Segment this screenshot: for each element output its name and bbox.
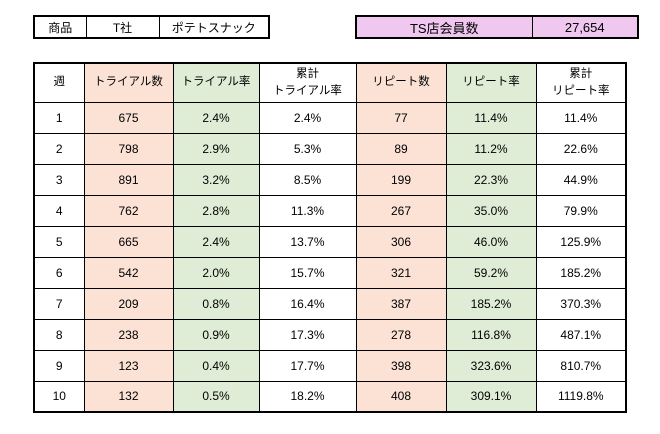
member-count-cell[interactable]: 27,654 <box>531 15 639 39</box>
data-cell[interactable]: 0.8% <box>172 287 260 320</box>
table-row: 1 675 2.4% 2.4% 77 11.4% 11.4% <box>33 101 627 134</box>
data-cell[interactable]: 2.9% <box>172 132 260 165</box>
data-cell[interactable]: 3.2% <box>172 163 260 196</box>
table-header-row: 週トライアル数 トライアル率 累計 トライアル率 リピート数 リピート率 累計 リピート率 <box>33 62 627 103</box>
week-cell[interactable]: 3 <box>33 163 85 196</box>
table-row: 10 132 0.5% 18.2% 408 309.1% 1119.8% <box>33 380 627 413</box>
data-cell[interactable]: 46.0% <box>445 225 537 258</box>
column-header[interactable]: トライアル数 <box>83 62 174 103</box>
data-cell[interactable]: 16.4% <box>258 287 357 320</box>
column-header[interactable]: 累計 リピート率 <box>535 62 627 103</box>
data-cell[interactable]: 13.7% <box>258 225 357 258</box>
column-header[interactable]: 週 <box>33 62 85 103</box>
week-cell[interactable]: 10 <box>33 380 85 413</box>
column-header[interactable]: リピート数 <box>355 62 447 103</box>
product-info-row: 商品 T社 ポテトスナック <box>33 15 270 39</box>
table-row: 2 798 2.9% 5.3% 89 11.2% 22.6% <box>33 132 627 165</box>
product-name-cell[interactable]: ポテトスナック <box>158 15 270 39</box>
member-count-table: TS店会員数 27,654 <box>355 15 639 39</box>
data-cell[interactable]: 2.4% <box>172 101 260 134</box>
data-cell[interactable]: 79.9% <box>535 194 627 227</box>
table-row: 6 542 2.0% 15.7% 321 59.2% 185.2% <box>33 256 627 289</box>
week-cell[interactable]: 4 <box>33 194 85 227</box>
table-row: 3 891 3.2% 8.5% 199 22.3% 44.9% <box>33 163 627 196</box>
data-cell[interactable]: 11.4% <box>445 101 537 134</box>
week-cell[interactable]: 1 <box>33 101 85 134</box>
column-header[interactable]: リピート率 <box>445 62 537 103</box>
data-cell[interactable]: 0.9% <box>172 318 260 351</box>
data-cell[interactable]: 116.8% <box>445 318 537 351</box>
table-row: 9 123 0.4% 17.7% 398 323.6% 810.7% <box>33 349 627 382</box>
data-cell[interactable]: 306 <box>355 225 447 258</box>
week-cell[interactable]: 8 <box>33 318 85 351</box>
data-cell[interactable]: 11.2% <box>445 132 537 165</box>
data-cell[interactable]: 185.2% <box>535 256 627 289</box>
data-cell[interactable]: 123 <box>83 349 174 382</box>
table-row: 4 762 2.8% 11.3% 267 35.0% 79.9% <box>33 194 627 227</box>
data-cell[interactable]: 408 <box>355 380 447 413</box>
data-cell[interactable]: 125.9% <box>535 225 627 258</box>
data-cell[interactable]: 2.4% <box>172 225 260 258</box>
data-cell[interactable]: 17.3% <box>258 318 357 351</box>
product-label-cell[interactable]: 商品 <box>33 15 87 39</box>
data-cell[interactable]: 798 <box>83 132 174 165</box>
data-cell[interactable]: 675 <box>83 101 174 134</box>
data-cell[interactable]: 22.6% <box>535 132 627 165</box>
data-cell[interactable]: 665 <box>83 225 174 258</box>
data-cell[interactable]: 2.4% <box>258 101 357 134</box>
member-count-row: TS店会員数 27,654 <box>355 15 639 39</box>
data-cell[interactable]: 278 <box>355 318 447 351</box>
table-row: 5 665 2.4% 13.7% 306 46.0% 125.9% <box>33 225 627 258</box>
column-header[interactable]: 累計 トライアル率 <box>258 62 357 103</box>
data-cell[interactable]: 370.3% <box>535 287 627 320</box>
company-cell[interactable]: T社 <box>85 15 160 39</box>
data-cell[interactable]: 2.8% <box>172 194 260 227</box>
data-cell[interactable]: 487.1% <box>535 318 627 351</box>
data-cell[interactable]: 185.2% <box>445 287 537 320</box>
data-cell[interactable]: 35.0% <box>445 194 537 227</box>
data-cell[interactable]: 11.3% <box>258 194 357 227</box>
data-cell[interactable]: 77 <box>355 101 447 134</box>
data-cell[interactable]: 309.1% <box>445 380 537 413</box>
data-cell[interactable]: 59.2% <box>445 256 537 289</box>
data-cell[interactable]: 209 <box>83 287 174 320</box>
data-cell[interactable]: 199 <box>355 163 447 196</box>
data-cell[interactable]: 323.6% <box>445 349 537 382</box>
data-cell[interactable]: 89 <box>355 132 447 165</box>
week-cell[interactable]: 6 <box>33 256 85 289</box>
week-cell[interactable]: 5 <box>33 225 85 258</box>
data-cell[interactable]: 17.7% <box>258 349 357 382</box>
data-cell[interactable]: 22.3% <box>445 163 537 196</box>
data-cell[interactable]: 2.0% <box>172 256 260 289</box>
data-cell[interactable]: 8.5% <box>258 163 357 196</box>
weekly-metrics-table: 週トライアル数 トライアル率 累計 トライアル率 リピート数 リピート率 累計 リピート率… <box>33 62 627 413</box>
table-row: 7 209 0.8% 16.4% 387 185.2% 370.3% <box>33 287 627 320</box>
column-header[interactable]: トライアル率 <box>172 62 260 103</box>
data-cell[interactable]: 542 <box>83 256 174 289</box>
data-cell[interactable]: 810.7% <box>535 349 627 382</box>
data-cell[interactable]: 0.4% <box>172 349 260 382</box>
data-cell[interactable]: 387 <box>355 287 447 320</box>
data-cell[interactable]: 398 <box>355 349 447 382</box>
week-cell[interactable]: 7 <box>33 287 85 320</box>
data-cell[interactable]: 238 <box>83 318 174 351</box>
data-cell[interactable]: 0.5% <box>172 380 260 413</box>
data-cell[interactable]: 762 <box>83 194 174 227</box>
data-cell[interactable]: 15.7% <box>258 256 357 289</box>
data-cell[interactable]: 11.4% <box>535 101 627 134</box>
data-cell[interactable]: 18.2% <box>258 380 357 413</box>
data-cell[interactable]: 267 <box>355 194 447 227</box>
data-cell[interactable]: 44.9% <box>535 163 627 196</box>
data-cell[interactable]: 321 <box>355 256 447 289</box>
data-cell[interactable]: 5.3% <box>258 132 357 165</box>
data-cell[interactable]: 891 <box>83 163 174 196</box>
data-cell[interactable]: 1119.8% <box>535 380 627 413</box>
week-cell[interactable]: 2 <box>33 132 85 165</box>
member-label-cell[interactable]: TS店会員数 <box>355 15 533 39</box>
week-cell[interactable]: 9 <box>33 349 85 382</box>
data-cell[interactable]: 132 <box>83 380 174 413</box>
table-row: 8 238 0.9% 17.3% 278 116.8% 487.1% <box>33 318 627 351</box>
product-info-table: 商品 T社 ポテトスナック <box>33 15 270 39</box>
